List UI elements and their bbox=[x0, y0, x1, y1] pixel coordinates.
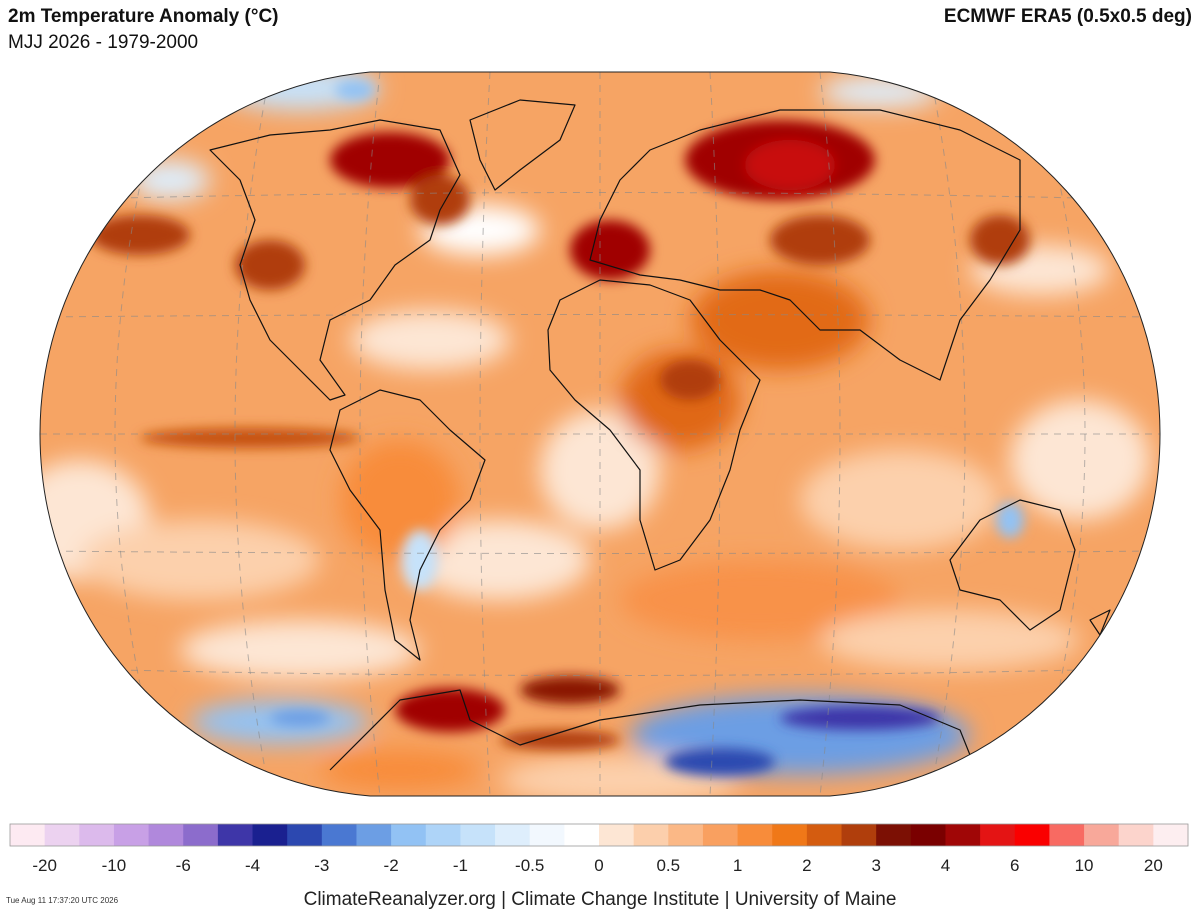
colorbar-label: 3 bbox=[871, 856, 880, 875]
colorbar-label: -2 bbox=[384, 856, 399, 875]
colorbar-swatch bbox=[44, 824, 80, 846]
colorbar-swatch bbox=[529, 824, 565, 846]
colorbar-frame bbox=[9, 823, 1189, 847]
colorbar: -20 -10 -6 -4 -3 -2 -1 -0.5 0 0.5 1 2 3 4 6 10 20 bbox=[9, 823, 1189, 875]
colorbar-swatch bbox=[1049, 824, 1085, 846]
colorbar-swatch bbox=[217, 824, 254, 846]
colorbar-label: -1 bbox=[453, 856, 468, 875]
colorbar-swatch bbox=[1118, 824, 1154, 846]
colorbar-swatch bbox=[148, 824, 184, 846]
colorbar-label: -3 bbox=[314, 856, 329, 875]
colorbar-swatch bbox=[737, 824, 773, 846]
colorbar-swatch bbox=[391, 824, 427, 846]
colorbar-swatch bbox=[945, 824, 981, 846]
map-title: 2m Temperature Anomaly (°C) bbox=[8, 6, 279, 27]
colorbar-swatch bbox=[495, 824, 531, 846]
colorbar-swatch bbox=[356, 824, 392, 846]
colorbar-label: 1 bbox=[733, 856, 742, 875]
colorbar-swatch bbox=[1014, 824, 1050, 846]
colorbar-label: -0.5 bbox=[515, 856, 544, 875]
colorbar-swatch bbox=[806, 824, 843, 846]
colorbar-label: 20 bbox=[1144, 856, 1163, 875]
colorbar-swatch bbox=[79, 824, 115, 846]
colorbar-swatch bbox=[980, 824, 1016, 846]
colorbar-swatch bbox=[1153, 824, 1189, 846]
map-border bbox=[39, 71, 1161, 797]
colorbar-swatch bbox=[772, 824, 808, 846]
colorbar-swatch bbox=[10, 824, 46, 846]
colorbar-label: -6 bbox=[176, 856, 191, 875]
colorbar-label: 0 bbox=[594, 856, 603, 875]
colorbar-label: -4 bbox=[245, 856, 260, 875]
anomaly-map bbox=[40, 72, 1160, 796]
colorbar-swatch bbox=[183, 824, 219, 846]
credit: ClimateReanalyzer.org | Climate Change I… bbox=[304, 889, 897, 910]
timestamp: Tue Aug 11 17:37:20 UTC 2026 bbox=[6, 896, 119, 905]
colorbar-swatch bbox=[876, 824, 912, 846]
colorbar-label: 2 bbox=[802, 856, 811, 875]
colorbar-swatch bbox=[702, 824, 739, 846]
colorbar-swatch bbox=[113, 824, 150, 846]
map-subtitle: MJJ 2026 - 1979-2000 bbox=[8, 32, 198, 53]
colorbar-label: 6 bbox=[1010, 856, 1019, 875]
colorbar-swatch bbox=[460, 824, 496, 846]
colorbar-swatch bbox=[668, 824, 704, 846]
colorbar-swatch bbox=[321, 824, 357, 846]
data-source: ECMWF ERA5 (0.5x0.5 deg) bbox=[944, 6, 1192, 27]
colorbar-swatch bbox=[252, 824, 288, 846]
colorbar-label: 4 bbox=[941, 856, 950, 875]
colorbar-label: 0.5 bbox=[656, 856, 680, 875]
colorbar-swatch bbox=[287, 824, 323, 846]
colorbar-label: -10 bbox=[102, 856, 127, 875]
colorbar-swatch bbox=[599, 824, 635, 846]
colorbar-swatch bbox=[564, 824, 600, 846]
colorbar-swatch bbox=[841, 824, 877, 846]
colorbar-swatch bbox=[633, 824, 669, 846]
colorbar-label: 10 bbox=[1075, 856, 1094, 875]
colorbar-label: -20 bbox=[32, 856, 57, 875]
colorbar-swatch bbox=[1084, 824, 1120, 846]
colorbar-swatch bbox=[425, 824, 461, 846]
colorbar-swatch bbox=[910, 824, 946, 846]
